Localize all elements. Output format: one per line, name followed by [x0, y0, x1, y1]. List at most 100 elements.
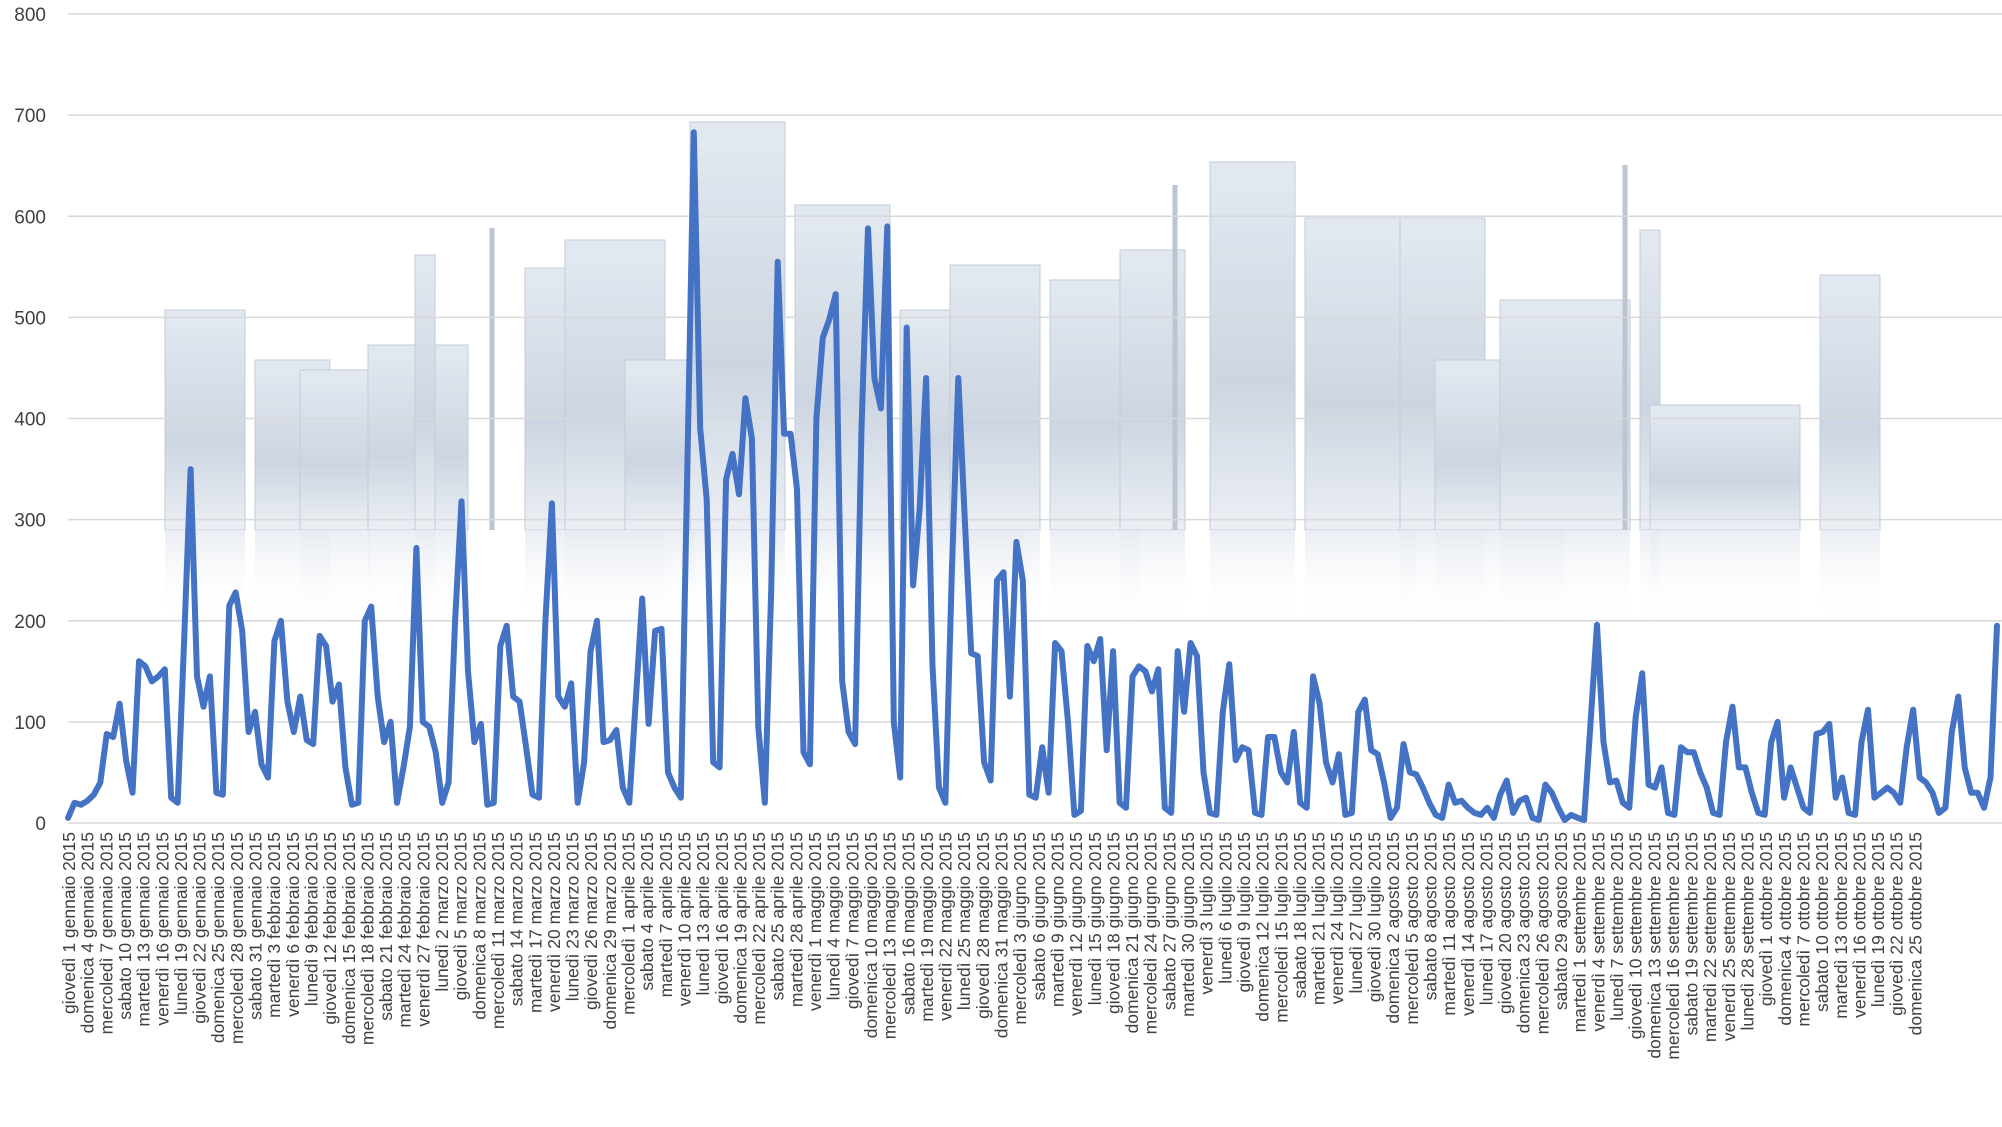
data-point — [641, 597, 643, 599]
data-point — [1525, 797, 1527, 799]
data-point — [957, 377, 959, 379]
data-point — [441, 802, 443, 804]
data-point — [1280, 771, 1282, 773]
x-tick-label: sabato 16 maggio 2015 — [898, 832, 918, 1015]
x-tick-label: sabato 6 giugno 2015 — [1029, 832, 1049, 1000]
data-point — [1925, 781, 1927, 783]
x-tick-label: martedì 28 aprile 2015 — [786, 832, 806, 1007]
data-point — [293, 731, 295, 733]
x-tick-label: domenica 23 agosto 2015 — [1514, 832, 1534, 1033]
data-point — [93, 794, 95, 796]
x-tick-label: giovedì 22 ottobre 2015 — [1887, 832, 1907, 1016]
data-point — [783, 433, 785, 435]
data-point — [1106, 749, 1108, 751]
data-point — [196, 675, 198, 677]
data-point — [286, 700, 288, 702]
data-point — [1789, 766, 1791, 768]
data-point — [118, 703, 120, 705]
x-tick-label: martedì 9 giugno 2015 — [1047, 832, 1067, 1007]
data-point — [189, 468, 191, 470]
data-point — [1757, 812, 1759, 814]
data-point — [435, 751, 437, 753]
data-point — [1744, 766, 1746, 768]
data-point — [331, 700, 333, 702]
data-point — [1157, 668, 1159, 670]
data-point — [1538, 819, 1540, 821]
data-point — [1770, 741, 1772, 743]
x-tick-label: giovedì 12 febbraio 2015 — [320, 832, 340, 1025]
data-point — [144, 665, 146, 667]
x-tick-label: venerdì 3 luglio 2015 — [1197, 832, 1217, 994]
x-tick-label: domenica 13 settembre 2015 — [1644, 832, 1664, 1059]
data-point — [1273, 736, 1275, 738]
y-tick-label: 100 — [14, 713, 46, 734]
data-point — [1673, 814, 1675, 816]
data-point — [770, 589, 772, 591]
data-point — [1209, 812, 1211, 814]
x-tick-label: martedì 3 febbraio 2015 — [264, 832, 284, 1018]
data-point — [1331, 781, 1333, 783]
skyline-reflection — [300, 530, 370, 620]
data-point — [235, 591, 237, 593]
data-point — [1899, 802, 1901, 804]
y-tick-label: 0 — [35, 814, 46, 835]
data-point — [622, 786, 624, 788]
x-tick-label: mercoledì 28 gennaio 2015 — [227, 832, 247, 1044]
data-point — [344, 766, 346, 768]
data-point — [170, 797, 172, 799]
x-tick-label: sabato 4 aprile 2015 — [637, 832, 657, 991]
x-tick-label: giovedì 9 luglio 2015 — [1234, 832, 1254, 993]
x-tick-label: lunedì 25 maggio 2015 — [954, 832, 974, 1010]
x-tick-label: venerdì 24 luglio 2015 — [1327, 832, 1347, 1004]
x-tick-label: lunedì 13 aprile 2015 — [693, 832, 713, 995]
x-tick-label: mercoledì 15 luglio 2015 — [1271, 832, 1291, 1023]
data-point — [1112, 650, 1114, 652]
data-point — [80, 804, 82, 806]
x-tick-label: domenica 10 maggio 2015 — [861, 832, 881, 1038]
data-point — [1312, 675, 1314, 677]
data-point — [609, 739, 611, 741]
data-point — [273, 640, 275, 642]
data-point — [1286, 781, 1288, 783]
data-point — [912, 584, 914, 586]
data-point — [1086, 645, 1088, 647]
x-tick-label: domenica 31 maggio 2015 — [992, 832, 1012, 1038]
data-point — [306, 739, 308, 741]
x-tick-label: lunedì 19 ottobre 2015 — [1868, 832, 1888, 1007]
data-point — [867, 227, 869, 229]
data-point — [1802, 807, 1804, 809]
data-point — [415, 547, 417, 549]
data-point — [1499, 794, 1501, 796]
data-point — [1054, 642, 1056, 644]
x-tick-label: sabato 25 aprile 2015 — [768, 832, 788, 1000]
data-point — [1041, 746, 1043, 748]
data-point — [983, 761, 985, 763]
data-point — [1364, 698, 1366, 700]
data-point — [1867, 709, 1869, 711]
data-point — [493, 802, 495, 804]
x-tick-label: lunedì 27 luglio 2015 — [1346, 832, 1366, 994]
data-point — [951, 569, 953, 571]
data-point — [1080, 810, 1082, 812]
x-tick-label: lunedì 23 marzo 2015 — [563, 832, 583, 1001]
data-point — [512, 695, 514, 697]
data-point — [338, 683, 340, 685]
x-tick-label: domenica 8 marzo 2015 — [469, 832, 489, 1020]
skyline-reflection — [1120, 530, 1185, 620]
data-point — [389, 721, 391, 723]
y-tick-label: 500 — [14, 308, 46, 329]
data-point — [1202, 771, 1204, 773]
data-point — [1506, 779, 1508, 781]
data-point — [499, 645, 501, 647]
data-point — [835, 293, 837, 295]
x-tick-label: giovedì 5 marzo 2015 — [451, 832, 471, 1000]
data-point — [1718, 814, 1720, 816]
data-point — [364, 620, 366, 622]
data-point — [1996, 625, 1998, 627]
data-point — [886, 225, 888, 227]
x-tick-label: martedì 7 aprile 2015 — [656, 832, 676, 997]
data-point — [506, 625, 508, 627]
data-point — [1196, 655, 1198, 657]
data-point — [1241, 746, 1243, 748]
x-tick-label: sabato 10 ottobre 2015 — [1812, 832, 1832, 1012]
